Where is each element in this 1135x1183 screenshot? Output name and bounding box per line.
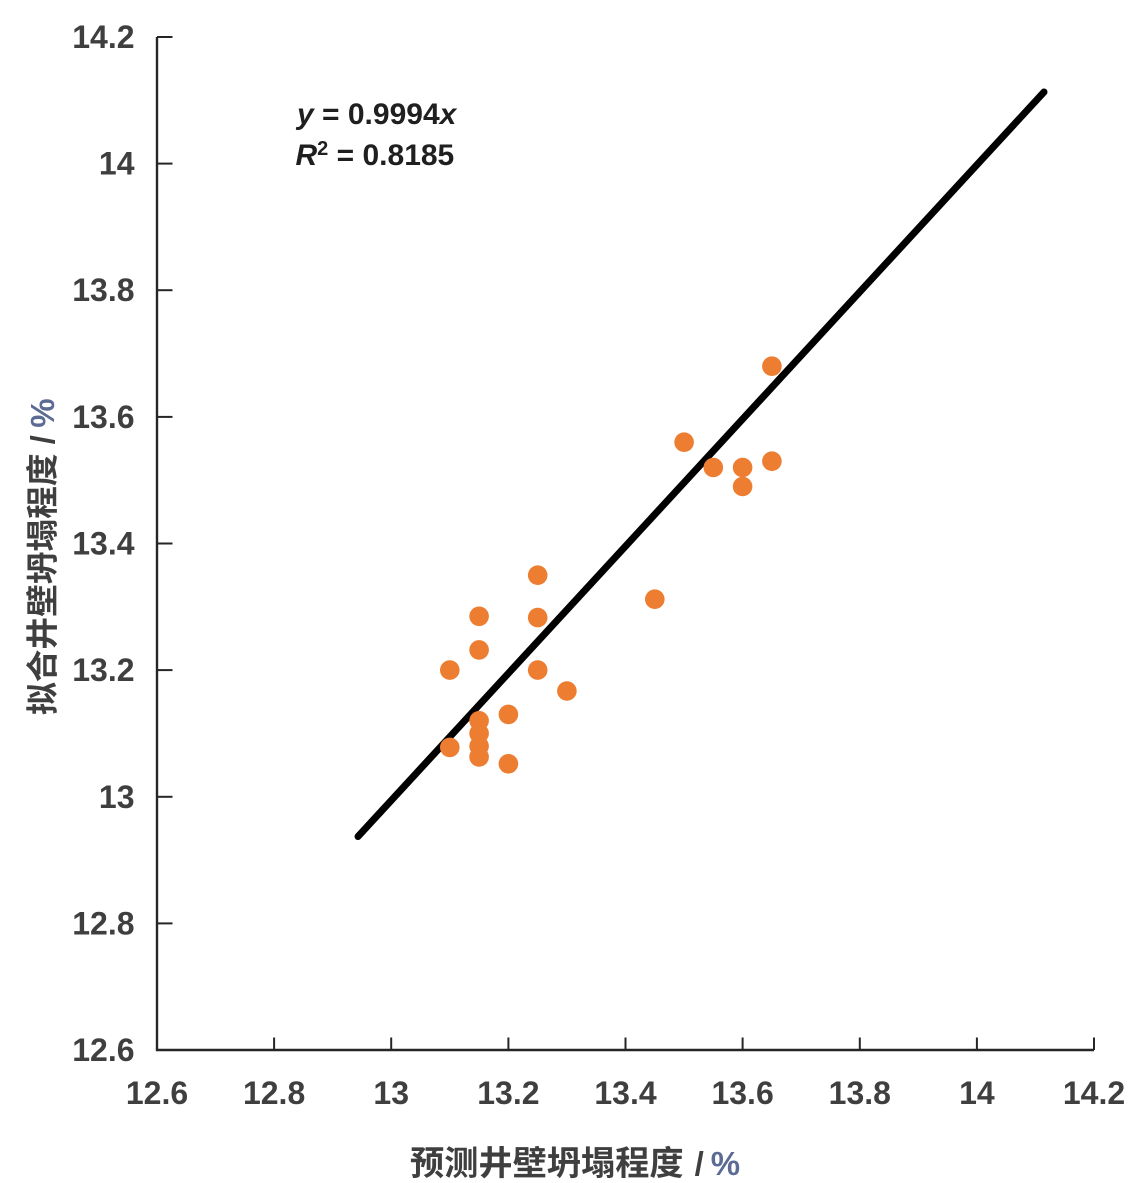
svg-text:12.8: 12.8 — [72, 905, 134, 941]
svg-text:14.2: 14.2 — [1063, 1075, 1125, 1111]
svg-text:14: 14 — [99, 146, 135, 182]
svg-text:13.6: 13.6 — [711, 1075, 773, 1111]
svg-text:13.6: 13.6 — [72, 399, 134, 435]
svg-text:/%: /% — [695, 1145, 741, 1182]
svg-text:y = 0.9994x: y = 0.9994x — [295, 98, 458, 131]
svg-text:13.4: 13.4 — [72, 526, 134, 562]
svg-text:12.6: 12.6 — [126, 1075, 188, 1111]
svg-text:13.8: 13.8 — [829, 1075, 891, 1111]
svg-text:R2 = 0.8185: R2 = 0.8185 — [296, 138, 455, 172]
svg-text:13.2: 13.2 — [72, 652, 134, 688]
svg-text:12.8: 12.8 — [243, 1075, 305, 1111]
svg-text:13.4: 13.4 — [594, 1075, 656, 1111]
svg-text:/%: /% — [24, 398, 61, 444]
svg-text:13: 13 — [99, 779, 135, 815]
svg-text:13.8: 13.8 — [72, 272, 134, 308]
svg-text:14: 14 — [959, 1075, 995, 1111]
svg-text:12.6: 12.6 — [72, 1032, 134, 1068]
svg-text:13: 13 — [373, 1075, 409, 1111]
svg-text:13.2: 13.2 — [477, 1075, 539, 1111]
svg-text:14.2: 14.2 — [72, 19, 134, 55]
